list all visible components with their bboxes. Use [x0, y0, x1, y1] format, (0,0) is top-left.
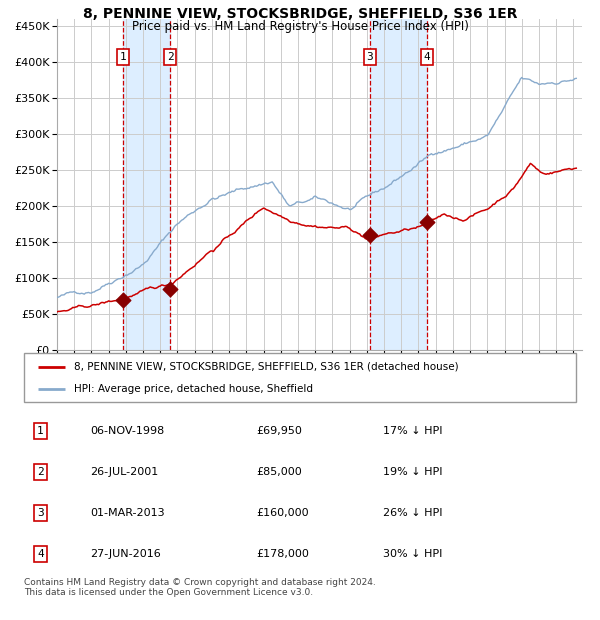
Text: £178,000: £178,000	[256, 549, 309, 559]
Text: 17% ↓ HPI: 17% ↓ HPI	[383, 426, 442, 436]
Text: 8, PENNINE VIEW, STOCKSBRIDGE, SHEFFIELD, S36 1ER (detached house): 8, PENNINE VIEW, STOCKSBRIDGE, SHEFFIELD…	[74, 362, 458, 372]
Text: 3: 3	[37, 508, 44, 518]
Text: 1: 1	[37, 426, 44, 436]
FancyBboxPatch shape	[24, 353, 576, 402]
Point	[422, 217, 432, 227]
Text: 8, PENNINE VIEW, STOCKSBRIDGE, SHEFFIELD, S36 1ER: 8, PENNINE VIEW, STOCKSBRIDGE, SHEFFIELD…	[83, 7, 517, 22]
Text: £160,000: £160,000	[256, 508, 308, 518]
Point	[118, 295, 128, 305]
Point	[165, 284, 175, 294]
Text: 26-JUL-2001: 26-JUL-2001	[90, 467, 158, 477]
Text: 2: 2	[167, 51, 173, 62]
Text: 3: 3	[367, 51, 373, 62]
Text: 1: 1	[120, 51, 127, 62]
Text: Price paid vs. HM Land Registry's House Price Index (HPI): Price paid vs. HM Land Registry's House …	[131, 20, 469, 33]
Text: 01-MAR-2013: 01-MAR-2013	[90, 508, 165, 518]
Text: 4: 4	[37, 549, 44, 559]
Text: £85,000: £85,000	[256, 467, 302, 477]
Text: 26% ↓ HPI: 26% ↓ HPI	[383, 508, 442, 518]
Text: HPI: Average price, detached house, Sheffield: HPI: Average price, detached house, Shef…	[74, 384, 313, 394]
Point	[365, 230, 374, 240]
Text: 19% ↓ HPI: 19% ↓ HPI	[383, 467, 442, 477]
Text: 06-NOV-1998: 06-NOV-1998	[90, 426, 164, 436]
Text: £69,950: £69,950	[256, 426, 302, 436]
Text: 2: 2	[37, 467, 44, 477]
Text: 4: 4	[424, 51, 430, 62]
Bar	[370, 19, 427, 350]
Text: Contains HM Land Registry data © Crown copyright and database right 2024.
This d: Contains HM Land Registry data © Crown c…	[24, 578, 376, 597]
Text: 27-JUN-2016: 27-JUN-2016	[90, 549, 161, 559]
Text: 30% ↓ HPI: 30% ↓ HPI	[383, 549, 442, 559]
Bar	[123, 19, 170, 350]
